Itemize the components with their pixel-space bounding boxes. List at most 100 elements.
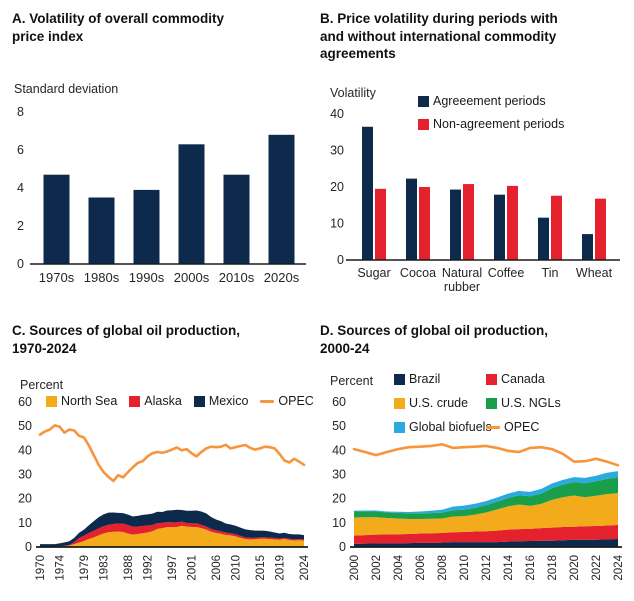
opec-line-swatch-icon — [486, 425, 500, 429]
agreement-swatch-icon — [418, 95, 429, 107]
svg-text:2004: 2004 — [393, 554, 405, 580]
svg-text:20: 20 — [332, 492, 346, 506]
svg-text:0: 0 — [25, 540, 32, 554]
svg-text:1990s: 1990s — [129, 270, 165, 285]
svg-text:6: 6 — [17, 143, 24, 157]
svg-text:40: 40 — [330, 107, 344, 121]
svg-text:2008: 2008 — [437, 555, 449, 581]
svg-text:Tin: Tin — [542, 266, 559, 280]
panel-b-title: B. Price volatility during periods with … — [320, 11, 558, 62]
svg-text:1970: 1970 — [35, 555, 47, 581]
us-crude-swatch-icon — [394, 397, 405, 409]
svg-text:60: 60 — [332, 395, 346, 409]
panel-c-unit-label: Percent — [20, 378, 64, 392]
svg-text:2020: 2020 — [569, 555, 581, 581]
legend-label: Alaska — [144, 394, 182, 408]
svg-text:2006: 2006 — [415, 555, 427, 581]
panel-d-title: D. Sources of global oil production, 200… — [320, 323, 549, 356]
svg-text:2015: 2015 — [255, 555, 267, 581]
panel-a-unit-label: Standard deviation — [14, 82, 119, 96]
svg-text:20: 20 — [18, 492, 32, 506]
svg-text:30: 30 — [330, 144, 344, 158]
svg-text:2002: 2002 — [371, 555, 383, 581]
opec-line-swatch-icon — [260, 399, 275, 403]
legend-label: U.S. NGLs — [501, 396, 561, 410]
legend-item-non-agreement: Non-agreement periods — [418, 117, 564, 131]
svg-text:2: 2 — [17, 219, 24, 233]
svg-text:2000: 2000 — [349, 555, 361, 581]
global-biofuels-swatch-icon — [394, 421, 405, 433]
legend-label: Mexico — [208, 394, 249, 408]
non-agreement-swatch-icon — [418, 118, 429, 130]
north-sea-swatch-icon — [46, 395, 57, 407]
legend-item-canada: Canada — [486, 372, 561, 386]
svg-text:2010: 2010 — [459, 555, 471, 581]
svg-text:2010: 2010 — [231, 555, 243, 581]
svg-text:20: 20 — [330, 180, 344, 194]
svg-text:1974: 1974 — [55, 554, 67, 580]
svg-text:2016: 2016 — [525, 555, 537, 581]
svg-text:Wheat: Wheat — [576, 266, 613, 280]
panel-c-title: C. Sources of global oil production, 197… — [12, 323, 241, 356]
svg-text:1979: 1979 — [79, 555, 91, 581]
legend-label: U.S. crude — [409, 396, 469, 410]
svg-text:2014: 2014 — [503, 554, 515, 580]
legend-label: Non-agreement periods — [433, 117, 565, 131]
panel-a-title: A. Volatility of overall commodity price… — [12, 11, 225, 44]
svg-text:2019: 2019 — [275, 555, 287, 581]
legend-item-brazil: Brazil — [394, 372, 486, 386]
legend-item-alaska: Alaska — [129, 394, 182, 408]
legend-item-global-biofuels: Global biofuels — [394, 420, 492, 434]
legend-label: Brazil — [409, 372, 441, 386]
panel-b-unit-label: Volatility — [330, 86, 376, 100]
svg-text:50: 50 — [332, 419, 346, 433]
svg-text:1997: 1997 — [167, 555, 179, 581]
svg-text:0: 0 — [339, 540, 346, 554]
legend-label: North Sea — [61, 394, 118, 408]
svg-text:40: 40 — [18, 443, 32, 457]
legend-item-agreement: Agreeement periods — [418, 94, 564, 108]
legend-label: OPEC — [278, 394, 314, 408]
legend-item-us-ngls: U.S. NGLs — [486, 396, 561, 410]
legend-item-opec-d: OPEC — [486, 420, 561, 434]
svg-text:1988: 1988 — [123, 555, 135, 581]
svg-text:1983: 1983 — [99, 555, 111, 581]
svg-text:0: 0 — [17, 257, 24, 271]
legend-label: Canada — [501, 372, 545, 386]
legend-item-opec: OPEC — [260, 394, 314, 408]
svg-text:60: 60 — [18, 395, 32, 409]
svg-text:10: 10 — [330, 217, 344, 231]
svg-text:0: 0 — [337, 253, 344, 267]
legend-label: Global biofuels — [409, 420, 492, 434]
svg-text:2010s: 2010s — [219, 270, 255, 285]
svg-text:2001: 2001 — [187, 555, 199, 581]
svg-text:Sugar: Sugar — [357, 266, 390, 280]
svg-text:Cocoa: Cocoa — [400, 266, 436, 280]
legend-label: OPEC — [504, 420, 540, 434]
panel-oil-sources-2000: D. Sources of global oil production, 200… — [320, 322, 628, 598]
svg-text:rubber: rubber — [444, 280, 480, 294]
panel-volatility-index: A. Volatility of overall commodity price… — [12, 10, 310, 310]
svg-text:2024: 2024 — [613, 554, 625, 580]
svg-text:30: 30 — [332, 468, 346, 482]
brazil-swatch-icon — [394, 373, 405, 385]
svg-text:4: 4 — [17, 181, 24, 195]
svg-text:2012: 2012 — [481, 555, 493, 581]
svg-text:1992: 1992 — [143, 555, 155, 581]
panel-c-legend: North Sea Alaska Mexico OPEC — [46, 394, 314, 408]
volatility-bar-chart: 0 2 4 6 8 1970s 1980s 1990s 2000s 2010s 2020s — [17, 105, 306, 285]
svg-text:2000s: 2000s — [174, 270, 210, 285]
svg-text:2022: 2022 — [591, 555, 603, 581]
panel-agreement-volatility: B. Price volatility during periods with … — [320, 10, 628, 310]
svg-text:10: 10 — [332, 516, 346, 530]
svg-text:40: 40 — [332, 443, 346, 457]
svg-text:2020s: 2020s — [264, 270, 300, 285]
canada-swatch-icon — [486, 373, 497, 385]
svg-text:1970s: 1970s — [39, 270, 75, 285]
alaska-swatch-icon — [129, 395, 141, 407]
svg-text:2024: 2024 — [299, 554, 311, 580]
svg-text:2018: 2018 — [547, 555, 559, 581]
oil-sources-2000-area-chart: 0 10 20 30 40 50 60 2000 2002 2004 2006 2008 2010 201… — [332, 395, 625, 581]
